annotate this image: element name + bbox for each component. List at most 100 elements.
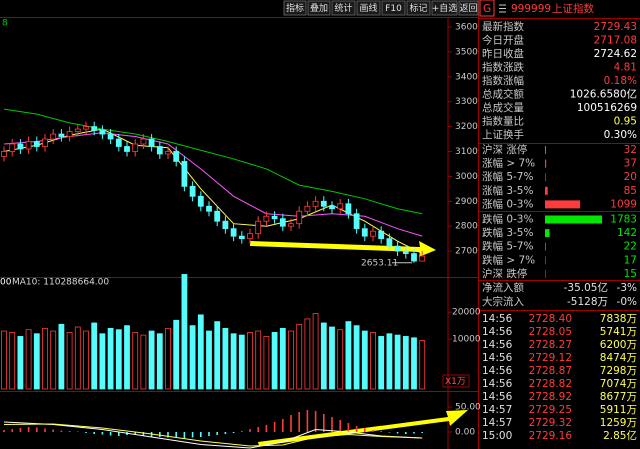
candle-body bbox=[197, 195, 204, 207]
volume-bar bbox=[91, 322, 98, 390]
candle-body bbox=[329, 205, 335, 210]
trade-price: 2728.05 bbox=[529, 326, 572, 338]
candle-body bbox=[279, 218, 286, 227]
trade-volume: 6200万 bbox=[600, 339, 637, 351]
trade-volume: 8474万 bbox=[600, 352, 637, 364]
trade-price: 2728.82 bbox=[529, 378, 572, 390]
y-tick-label: 2900 bbox=[455, 197, 478, 207]
toolbar-button[interactable] bbox=[283, 0, 307, 16]
y-tick-label: 3300 bbox=[455, 97, 478, 107]
stat-label: 总成交量 bbox=[482, 101, 524, 114]
y-tick-label: 10000 bbox=[452, 335, 481, 345]
candle-body bbox=[288, 223, 294, 227]
breadth-count: 85 bbox=[624, 185, 637, 197]
y-tick-label: 3100 bbox=[455, 147, 478, 157]
stat-label: 总成交额 bbox=[482, 88, 524, 101]
candle-body bbox=[304, 205, 311, 212]
candle-body bbox=[140, 138, 147, 145]
y-tick-label: 3200 bbox=[455, 122, 478, 132]
toolbar-button-label[interactable]: 统计 bbox=[334, 2, 352, 14]
volume-unit: X1万 bbox=[445, 377, 466, 387]
candle-body bbox=[50, 133, 57, 140]
trade-volume: 7298万 bbox=[600, 365, 637, 377]
macd-line bbox=[3, 423, 423, 447]
toolbar-button-label[interactable]: F10 bbox=[385, 4, 402, 14]
stat-value: 100516269 bbox=[577, 102, 637, 114]
flow-value: -5128万 bbox=[567, 296, 608, 308]
trade-volume: 8677万 bbox=[600, 391, 637, 403]
volume-bar bbox=[165, 327, 171, 390]
volume-bar bbox=[238, 334, 245, 390]
toolbar-button-label[interactable]: 返回 bbox=[459, 2, 477, 14]
toolbar-button[interactable] bbox=[331, 0, 356, 16]
breadth-label: 沪深 跌停 bbox=[482, 267, 527, 280]
low-label: 2653.11 bbox=[361, 258, 398, 268]
y-tick-label: 50.00 bbox=[455, 403, 481, 413]
toolbar-button[interactable] bbox=[406, 0, 431, 16]
volume-bar bbox=[337, 329, 344, 390]
candle-body bbox=[206, 205, 212, 212]
menu-icon bbox=[499, 4, 506, 13]
quote-panel: G 999999 上证指数 最新指数 2729.43 今日开盘 2717.08 昨日收盘… bbox=[479, 0, 640, 442]
volume-bar bbox=[320, 322, 327, 390]
candle-body bbox=[255, 220, 262, 235]
breadth-count: 1099 bbox=[610, 198, 637, 210]
candle-body bbox=[74, 128, 81, 132]
breadth-bar bbox=[545, 242, 546, 251]
breadth-label: 涨幅 5-7% bbox=[482, 170, 533, 183]
volume-bar bbox=[402, 336, 409, 390]
toolbar-button-label[interactable]: +自选 bbox=[432, 2, 458, 14]
toolbar-button-label[interactable]: 标记 bbox=[409, 2, 427, 14]
toolbar-button-label[interactable]: 指标 bbox=[286, 2, 304, 14]
toolbar-button[interactable] bbox=[307, 0, 331, 16]
toolbar-button-label[interactable]: 叠加 bbox=[310, 3, 328, 14]
candle-body bbox=[91, 126, 98, 131]
volume-bar bbox=[156, 333, 163, 390]
volume-bar bbox=[378, 336, 385, 390]
breadth-count: 37 bbox=[624, 158, 637, 170]
stat-value: 0.95 bbox=[614, 116, 637, 128]
candle-body bbox=[115, 138, 122, 147]
candle-body bbox=[247, 233, 253, 240]
trade-volume: 7838万 bbox=[600, 313, 637, 325]
breadth-bar bbox=[545, 186, 548, 195]
candle-body bbox=[1, 151, 7, 157]
volume-bar bbox=[115, 329, 122, 390]
volume-bar bbox=[66, 331, 73, 390]
stat-value: 0.18% bbox=[604, 75, 637, 87]
candle-body bbox=[33, 141, 40, 147]
stat-value: 2717.08 bbox=[594, 35, 637, 47]
candle-body bbox=[238, 235, 245, 240]
volume-bar bbox=[197, 314, 204, 390]
moving-average bbox=[3, 128, 423, 255]
code: 999999 bbox=[511, 3, 551, 15]
badge-box bbox=[479, 0, 495, 17]
toolbar-button[interactable] bbox=[381, 0, 406, 16]
toolbar-button[interactable] bbox=[431, 0, 458, 16]
stat-value: 4.81 bbox=[614, 62, 637, 74]
trade-volume: 5911万 bbox=[600, 404, 637, 416]
volume-bar bbox=[50, 330, 57, 390]
toolbar-button[interactable] bbox=[356, 0, 381, 16]
trade-price: 2728.40 bbox=[529, 313, 572, 325]
breadth-count: 22 bbox=[624, 241, 637, 253]
toolbar-button[interactable] bbox=[458, 0, 479, 16]
volume-bar bbox=[181, 274, 188, 390]
y-tick-label: 3500 bbox=[455, 47, 478, 57]
volume-bar bbox=[329, 326, 335, 390]
candle-body bbox=[156, 146, 163, 155]
volume-bar bbox=[206, 330, 212, 390]
stat-label: 今日开盘 bbox=[482, 34, 524, 47]
candle-body bbox=[353, 213, 360, 230]
toolbar-button-label[interactable]: 画线 bbox=[359, 2, 377, 14]
volume-bar bbox=[312, 313, 319, 390]
stat-label: 昨日收盘 bbox=[482, 47, 524, 60]
breadth-count: 17 bbox=[624, 254, 637, 266]
stat-value: 0.30% bbox=[604, 129, 637, 141]
candle-body bbox=[411, 253, 417, 262]
candle-body bbox=[124, 146, 130, 152]
volume-bar bbox=[124, 325, 130, 390]
candle-body bbox=[361, 228, 368, 237]
volume-bar bbox=[74, 326, 81, 390]
trade-volume: 2.85亿 bbox=[603, 429, 637, 442]
